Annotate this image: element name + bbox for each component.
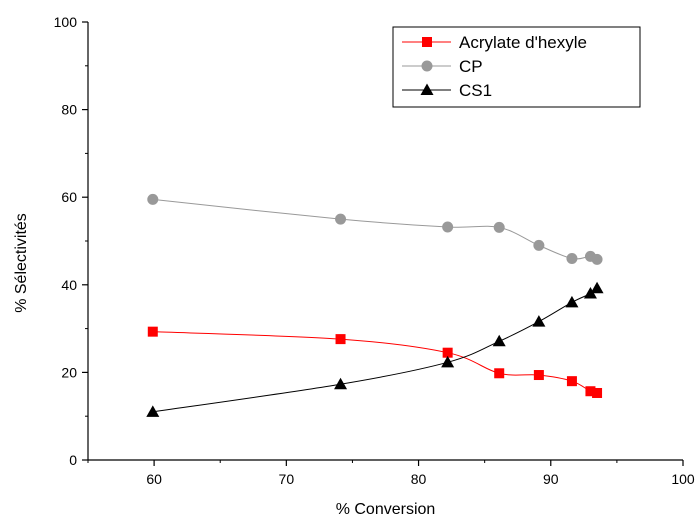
- x-tick-label: 100: [671, 471, 695, 487]
- data-point: [532, 315, 546, 327]
- legend-box: [392, 26, 641, 108]
- x-axis-title: % Conversion: [336, 501, 436, 518]
- data-point: [334, 377, 348, 390]
- x-tick-label: 90: [543, 471, 559, 487]
- legend: Acrylate d'hexyle CP CS1: [392, 26, 641, 108]
- x-tick-label: 80: [411, 471, 427, 487]
- data-point: [533, 370, 544, 381]
- y-axis-title: % Sélectivités: [13, 213, 30, 313]
- y-tick-label: 20: [61, 364, 77, 380]
- data-point: [592, 387, 603, 398]
- legend-marker: [422, 37, 432, 47]
- series-2: [147, 193, 603, 265]
- data-point: [565, 295, 579, 308]
- data-point: [566, 253, 578, 265]
- series-3: [146, 281, 604, 417]
- legend-entry: Acrylate d'hexyle: [402, 33, 587, 52]
- y-tick-label: 80: [61, 102, 77, 118]
- data-point: [591, 253, 603, 265]
- x-axis-ticks: 60 70 80 90 100: [87, 460, 695, 487]
- y-tick-label: 0: [69, 452, 77, 468]
- legend-label: Acrylate d'hexyle: [459, 33, 587, 52]
- data-point: [590, 281, 604, 294]
- series-line: [152, 287, 598, 413]
- y-tick-label: 100: [54, 14, 78, 30]
- data-point: [583, 287, 597, 299]
- series-line: [152, 331, 598, 394]
- data-point: [533, 239, 545, 251]
- y-tick-label: 40: [61, 277, 77, 293]
- data-point: [335, 213, 347, 225]
- data-point: [335, 334, 346, 345]
- y-tick-label: 60: [61, 189, 77, 205]
- legend-label: CS1: [459, 81, 492, 100]
- series-line: [152, 198, 598, 260]
- data-point: [146, 405, 160, 417]
- data-point: [147, 193, 159, 205]
- series-1: [147, 326, 603, 398]
- data-point: [442, 221, 454, 233]
- data-point: [493, 221, 505, 233]
- data-point: [566, 376, 577, 387]
- x-tick-label: 60: [146, 471, 162, 487]
- legend-entries: Acrylate d'hexyle CP CS1: [402, 33, 587, 100]
- series-layer: [146, 193, 604, 417]
- legend-entry: CS1: [402, 81, 492, 100]
- data-point: [441, 355, 455, 368]
- y-axis-ticks: 0 20 40 60 80 100: [54, 14, 88, 468]
- x-tick-label: 70: [279, 471, 295, 487]
- data-point: [585, 386, 596, 397]
- legend-entry: CP: [402, 57, 483, 76]
- data-point: [147, 326, 158, 337]
- data-point: [494, 368, 505, 379]
- data-point: [442, 347, 453, 358]
- legend-label: CP: [459, 57, 483, 76]
- legend-marker: [421, 60, 433, 72]
- legend-marker: [420, 83, 434, 95]
- data-point: [492, 334, 506, 347]
